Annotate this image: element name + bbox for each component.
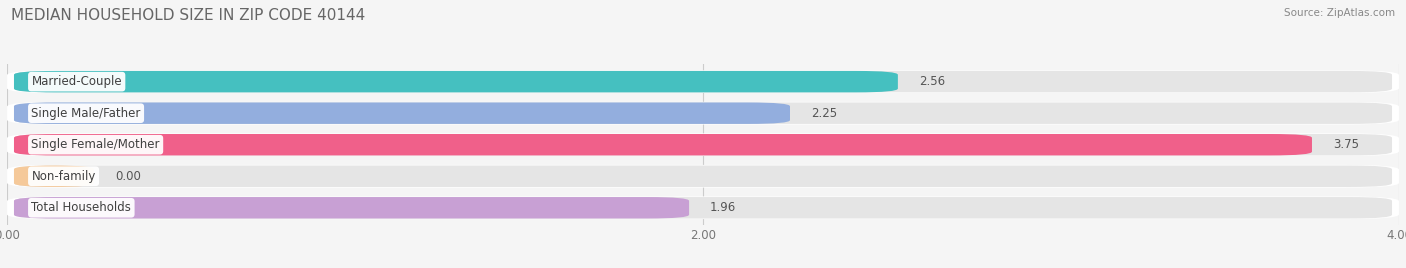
FancyBboxPatch shape <box>7 165 1399 188</box>
FancyBboxPatch shape <box>14 102 790 124</box>
Text: Single Male/Father: Single Male/Father <box>31 107 141 120</box>
Text: 2.25: 2.25 <box>811 107 837 120</box>
FancyBboxPatch shape <box>14 71 1392 92</box>
FancyBboxPatch shape <box>7 133 1399 156</box>
Text: Source: ZipAtlas.com: Source: ZipAtlas.com <box>1284 8 1395 18</box>
FancyBboxPatch shape <box>14 102 1392 124</box>
FancyBboxPatch shape <box>7 102 1399 125</box>
Text: 2.56: 2.56 <box>918 75 945 88</box>
FancyBboxPatch shape <box>14 197 689 218</box>
Text: Total Households: Total Households <box>31 201 131 214</box>
FancyBboxPatch shape <box>7 196 1399 219</box>
Text: Married-Couple: Married-Couple <box>31 75 122 88</box>
Text: MEDIAN HOUSEHOLD SIZE IN ZIP CODE 40144: MEDIAN HOUSEHOLD SIZE IN ZIP CODE 40144 <box>11 8 366 23</box>
Text: 0.00: 0.00 <box>115 170 141 183</box>
FancyBboxPatch shape <box>14 197 1392 218</box>
Text: 3.75: 3.75 <box>1333 138 1358 151</box>
FancyBboxPatch shape <box>14 71 898 92</box>
FancyBboxPatch shape <box>14 134 1312 155</box>
FancyBboxPatch shape <box>7 70 1399 93</box>
Text: Non-family: Non-family <box>31 170 96 183</box>
FancyBboxPatch shape <box>14 166 94 187</box>
Text: 1.96: 1.96 <box>710 201 737 214</box>
FancyBboxPatch shape <box>14 166 1392 187</box>
FancyBboxPatch shape <box>14 134 1392 155</box>
Text: Single Female/Mother: Single Female/Mother <box>31 138 160 151</box>
